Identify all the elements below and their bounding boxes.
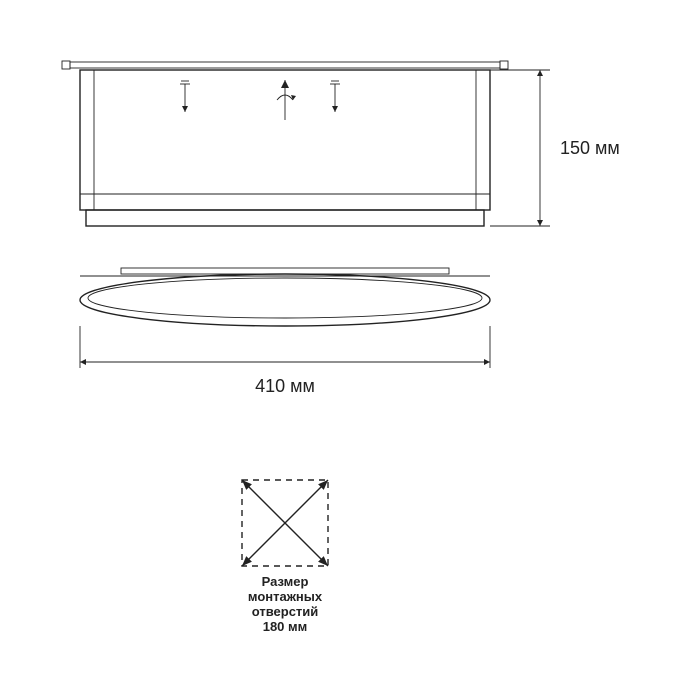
- height-label: 150 мм: [560, 138, 620, 158]
- mount-label3: отверстий: [252, 604, 319, 619]
- mount-label4: 180 мм: [263, 619, 308, 634]
- width-label: 410 мм: [255, 376, 315, 396]
- side-view: 150 мм: [62, 61, 620, 226]
- top-view: 410 мм: [80, 268, 490, 396]
- mount-label1: Размер: [262, 574, 309, 589]
- mount-holes-icon: Размермонтажныхотверстий180 мм: [242, 480, 328, 634]
- mount-label2: монтажных: [248, 589, 323, 604]
